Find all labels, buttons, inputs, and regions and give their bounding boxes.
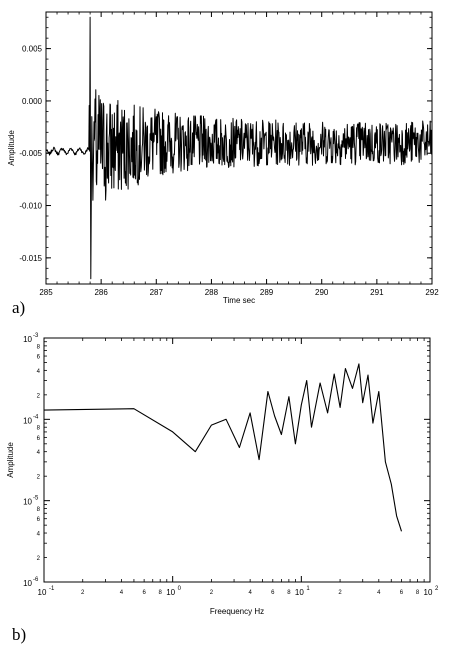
- panel-b-frame: [43, 337, 431, 583]
- panel-b-ytick-exponent: -5: [33, 496, 39, 502]
- panel-b-xminor-label: 6: [142, 590, 146, 596]
- panel-b-yminor-label: 8: [37, 507, 41, 513]
- panel-a-series-line: [45, 16, 433, 280]
- panel-a: 285 286 287 288 289 290 291 292 0.005 0.000 -0.005…: [7, 11, 439, 317]
- panel-b-yminor-label: 4: [37, 450, 41, 456]
- panel-a-label: a): [12, 298, 25, 317]
- panel-b-xtick-exponent: 1: [306, 586, 310, 592]
- panel-b-yminor-label: 2: [37, 475, 41, 481]
- panel-b-xminor-label: 8: [287, 590, 291, 596]
- panel-a-xlabel: Time sec: [223, 296, 255, 305]
- panel-b-ytick-exponent: -6: [33, 577, 39, 583]
- panel-a-xtick-label: 290: [315, 288, 329, 297]
- panel-b-xminor-label: 6: [400, 590, 404, 596]
- panel-b-xtick-label: 10: [166, 588, 175, 597]
- panel-b-xlabel: Freequency Hz: [210, 607, 264, 616]
- panel-b-series-line: [43, 363, 403, 532]
- panel-a-xtick-label: 285: [39, 288, 53, 297]
- panel-b-ytick-exponent: -4: [33, 414, 39, 420]
- panel-b-xminor-label: 2: [81, 590, 85, 596]
- panel-b: 10 -12 4 6 8 10 02 4 6 8 10 12 4 6 8 10 210 -310 -4246810-…: [6, 333, 439, 644]
- panel-b-ytick-label: 10: [23, 416, 32, 425]
- panel-b-yminor-label: 4: [37, 369, 41, 375]
- panel-a-xtick-label: 289: [260, 288, 274, 297]
- panel-b-xminor-label: 8: [416, 590, 420, 596]
- panel-a-ytick-label: 0.000: [22, 97, 43, 106]
- panel-b-yminor-label: 2: [37, 393, 41, 399]
- panel-a-ytick-label: 0.005: [22, 45, 43, 54]
- panel-b-yminor-label: 6: [37, 355, 41, 361]
- panel-b-yminor-label: 8: [37, 344, 41, 350]
- panel-a-xtick-label: 287: [150, 288, 164, 297]
- panel-b-yminor-label: 6: [37, 436, 41, 442]
- panel-b-xtick-exponent: -1: [49, 586, 55, 592]
- panel-b-xminor-label: 4: [377, 590, 381, 596]
- panel-a-xtick-label: 286: [94, 288, 108, 297]
- panel-a-xtick-label: 292: [425, 288, 439, 297]
- panel-b-xtick-label: 10: [424, 588, 433, 597]
- panel-a-ylabel: Amplitude: [7, 130, 16, 166]
- panel-a-trace: [45, 16, 433, 280]
- panel-b-label: b): [12, 625, 26, 644]
- panel-b-xminor-label: 2: [210, 590, 214, 596]
- panel-b-yminor-label: 4: [37, 532, 41, 538]
- panel-b-xtick-exponent: 2: [435, 586, 439, 592]
- panel-b-ytick-label: 10: [23, 579, 32, 588]
- panel-a-ytick-label: -0.010: [19, 202, 42, 211]
- panel-b-xtick-label: 10: [38, 588, 47, 597]
- panel-a-ytick-label: -0.015: [19, 254, 42, 263]
- panel-b-ytick-exponent: -3: [33, 333, 39, 339]
- panel-a-ticks: 285 286 287 288 289 290 291 292 0.005 0.000 -0.005…: [19, 12, 439, 297]
- panel-a-xtick-label: 288: [205, 288, 219, 297]
- panel-b-ytick-label: 10: [23, 498, 32, 507]
- panel-b-xminor-label: 8: [159, 590, 163, 596]
- panel-a-xtick-label: 291: [370, 288, 384, 297]
- panel-b-xtick-label: 10: [295, 588, 304, 597]
- panel-b-xminor-label: 6: [271, 590, 275, 596]
- panel-b-xminor-label: 4: [120, 590, 124, 596]
- panel-b-trace: [43, 363, 403, 532]
- panel-b-yminor-label: 2: [37, 556, 41, 562]
- panel-b-xtick-exponent: 0: [178, 586, 182, 592]
- panel-b-xminor-label: 2: [338, 590, 342, 596]
- panel-b-ylabel: Amplitude: [6, 442, 15, 478]
- panel-b-ticks: 10 -12 4 6 8 10 02 4 6 8 10 12 4 6 8 10 210 -310 -4246810-…: [23, 333, 439, 597]
- panel-b-ytick-label: 10: [23, 335, 32, 344]
- panel-a-ytick-label: -0.005: [19, 149, 42, 158]
- panel-b-yminor-label: 8: [37, 426, 41, 432]
- panel-b-xminor-label: 4: [248, 590, 252, 596]
- panel-b-yminor-label: 6: [37, 517, 41, 523]
